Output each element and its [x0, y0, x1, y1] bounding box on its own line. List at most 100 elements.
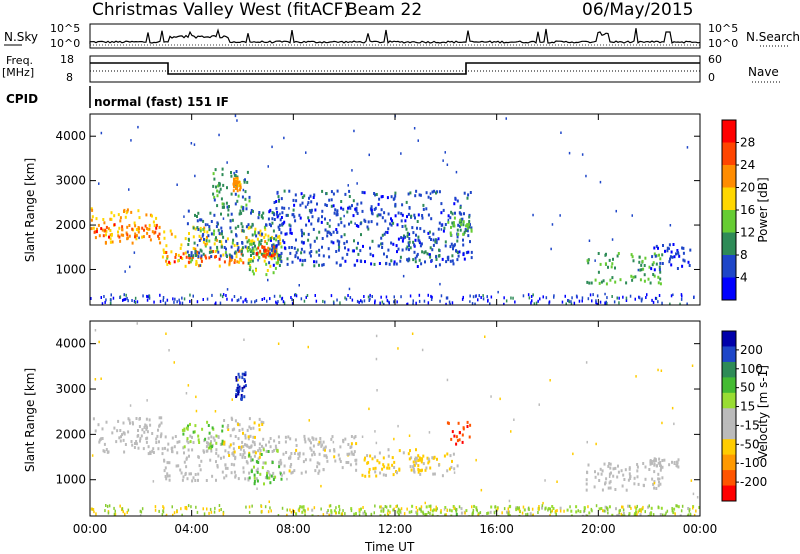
velocity-heatmap [90, 322, 700, 516]
freq-lo: 8 [66, 71, 73, 84]
colorbar-swatch [722, 346, 736, 363]
colorbar-tick-label: 16 [740, 203, 755, 217]
velocity-region [247, 448, 283, 486]
power-region [212, 167, 251, 210]
power-region [93, 223, 161, 239]
station-title: Christmas Valley West (fitACF) [92, 0, 351, 20]
velocity-region [92, 416, 163, 456]
y-tick-label: 2000 [55, 218, 86, 232]
colorbar-tick-label: 200 [740, 343, 763, 357]
colorbar-swatch [722, 142, 736, 166]
velocity-colorbar [721, 330, 739, 502]
colorbar-tick-label: 24 [740, 158, 755, 172]
nsky-label: N.Sky [4, 30, 39, 44]
power-region [650, 243, 692, 272]
power-region [165, 249, 245, 266]
power-frame [89, 113, 701, 306]
nsearch-label: N.Search [746, 30, 800, 44]
colorbar-swatch [722, 120, 736, 143]
freq-panel-frame [89, 55, 701, 83]
beam-label: Beam 22 [346, 0, 423, 20]
colorbar-tick-label: 20 [740, 181, 755, 195]
nave-hi: 60 [708, 53, 722, 66]
velocity-region [235, 371, 247, 401]
colorbar-swatch [722, 485, 736, 502]
freq-hi: 18 [60, 53, 74, 66]
nave-lo: 0 [708, 71, 715, 84]
colorbar-swatch [722, 470, 736, 487]
power-colorbar [721, 119, 739, 301]
x-tick-label: 00:00 [683, 522, 718, 536]
power-region [447, 216, 473, 237]
velocity-region [222, 416, 265, 459]
colorbar-tick-label: 28 [740, 136, 755, 150]
x-tick-label: 16:00 [479, 522, 514, 536]
x-tick-label: 00:00 [73, 522, 108, 536]
velocity-region [649, 457, 680, 469]
colorbar-tick-label: 12 [740, 226, 755, 240]
nave-label: Nave [748, 65, 779, 79]
power-region [90, 207, 162, 245]
power-region [586, 252, 664, 286]
velocity-region [408, 452, 459, 478]
colorbar-tick-label: 50 [740, 381, 755, 395]
velocity-region [585, 462, 664, 492]
colorbar-tick-label: -100 [740, 456, 767, 470]
x-tick-label: 12:00 [378, 522, 413, 536]
cpid-label: CPID [6, 92, 39, 106]
colorbar-swatch [722, 187, 736, 211]
freq-unit: [MHz] [2, 66, 35, 79]
colorbar-swatch [722, 361, 736, 378]
colorbar-swatch [722, 423, 736, 440]
colorbar-tick-label: 100 [740, 362, 763, 376]
velocity-region [280, 434, 358, 477]
velocity-noise [90, 322, 699, 516]
colorbar-tick-label: -200 [740, 475, 767, 489]
colorbar-swatch [722, 392, 736, 409]
y-tick-label: 3000 [55, 174, 86, 188]
colorbar-swatch [722, 232, 736, 256]
power-heatmap [90, 114, 695, 305]
freq-label: Freq. [6, 54, 34, 67]
y-tick-label: 2000 [55, 427, 86, 441]
power-region [232, 176, 242, 193]
colorbar-swatch [722, 165, 736, 188]
colorbar-tick-label: -50 [740, 437, 760, 451]
nsky-hi: 10^5 [50, 22, 81, 35]
y-tick-label: 4000 [55, 129, 86, 143]
nsky-lo: 10^0 [50, 37, 81, 50]
colorbar-swatch [722, 377, 736, 394]
x-tick-label: 08:00 [276, 522, 311, 536]
power-noise [90, 114, 695, 305]
power-region [268, 189, 473, 268]
colorbar-tick-label: -15 [740, 418, 760, 432]
x-tick-label: 04:00 [174, 522, 209, 536]
velocity-region [181, 420, 224, 450]
x-tick-label: 20:00 [581, 522, 616, 536]
y-tick-label: 1000 [55, 473, 86, 487]
colorbar-swatch [722, 439, 736, 456]
colorbar-tick-label: 15 [740, 400, 755, 414]
y-tick-label: 1000 [55, 262, 86, 276]
colorbar-swatch [722, 331, 736, 347]
y-tick-label: 3000 [55, 382, 86, 396]
colorbar-tick-label: 8 [740, 248, 748, 262]
colorbar-tick-label: 4 [740, 271, 748, 285]
nsky-trace [89, 28, 701, 44]
velocity-region [161, 434, 283, 483]
date-label: 06/May/2015 [582, 0, 694, 20]
nsearch-hi: 10^5 [708, 22, 739, 35]
colorbar-swatch [722, 454, 736, 471]
power-region [408, 238, 459, 264]
colorbar-swatch [722, 408, 736, 425]
freq-trace [90, 62, 700, 75]
power-region [186, 207, 275, 259]
nsearch-lo: 10^0 [708, 37, 739, 50]
colorbar-swatch [722, 210, 736, 233]
cpid-text: normal (fast) 151 IF [94, 95, 229, 109]
nsky-panel-frame [89, 23, 701, 49]
colorbar-frame [721, 330, 737, 502]
colorbar-swatch [722, 277, 736, 301]
